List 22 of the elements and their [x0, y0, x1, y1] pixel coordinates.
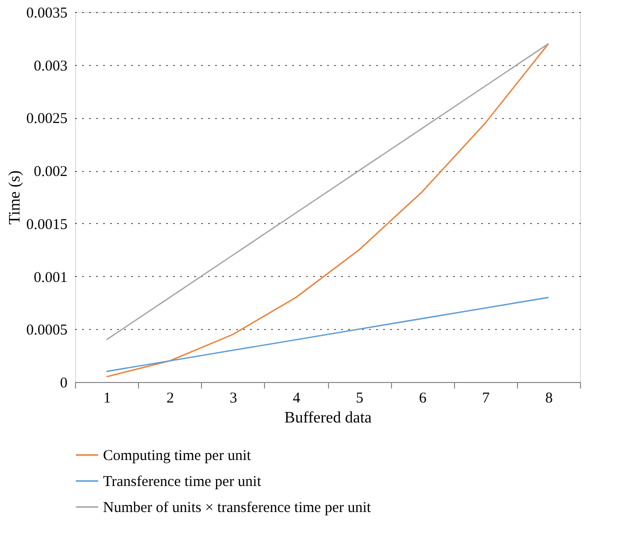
- y-tick-label: 0.0015: [26, 216, 68, 233]
- x-tick-label: 3: [230, 390, 238, 406]
- x-axis-title: Buffered data: [284, 410, 372, 426]
- y-tick-label: 0.002: [34, 164, 68, 180]
- y-tick-label: 0: [60, 376, 68, 392]
- x-tick-label: 1: [103, 390, 111, 406]
- y-tick-label: 0.001: [34, 270, 68, 286]
- x-tick-label: 5: [356, 390, 364, 406]
- y-tick-label: 0.0005: [26, 322, 68, 339]
- y-axis-title: Time (s): [6, 170, 24, 225]
- x-tick-label: 8: [545, 390, 553, 406]
- line-series: [106, 296, 550, 372]
- y-tick-label: 0.003: [34, 58, 68, 74]
- x-tick-label: 6: [418, 390, 427, 406]
- y-tick-label: 0.0035: [26, 6, 68, 22]
- legend-label: Computing time per unit: [103, 448, 252, 464]
- y-tick-label: 0.0025: [26, 111, 68, 128]
- x-tick-label: 2: [166, 390, 174, 406]
- x-tick-label: 4: [292, 390, 301, 406]
- legend-label: Transference time per unit: [103, 474, 262, 490]
- x-tick-label: 7: [482, 390, 490, 406]
- legend-label: Number of units × transference time per unit: [103, 500, 372, 516]
